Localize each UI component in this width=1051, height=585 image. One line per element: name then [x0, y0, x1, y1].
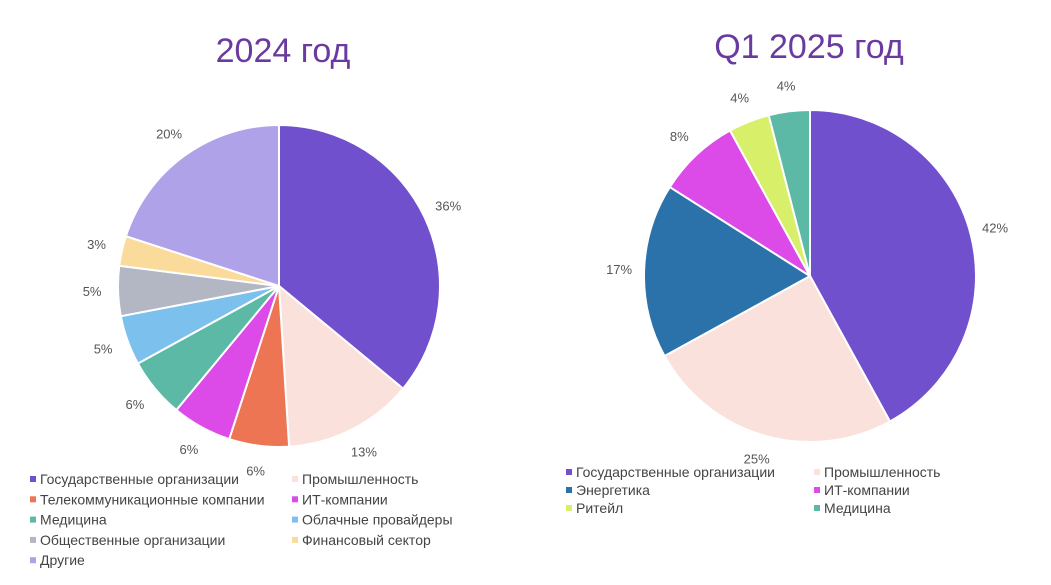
- legend-swatch-ит-компании: [292, 496, 298, 503]
- legend-label-ит-компании: ИТ-компании: [302, 491, 388, 507]
- legend-label-ит-компании: ИТ-компании: [824, 482, 910, 498]
- data-label-промышленность: 25%: [744, 451, 770, 466]
- legend-swatch-облачные-провайдеры: [292, 516, 298, 523]
- legend-label-другие: Другие: [40, 552, 85, 568]
- legend-swatch-общественные-организации: [30, 536, 36, 543]
- data-label-телекоммуникационные-компании: 6%: [246, 464, 265, 479]
- legend-swatch-ритейл: [566, 505, 572, 511]
- pie-chart-2024: 36% 13% 6% 6% 6% 5% 5% 3% 20%: [83, 124, 462, 479]
- pie-chart-q1-2025: 42% 25% 17% 8% 4% 4%: [606, 79, 1008, 467]
- legend-q1-2025: Государственные организации Промышленност…: [566, 464, 940, 516]
- legend-label-государственные-организации: Государственные организации: [40, 471, 239, 487]
- data-label-государственные-организации: 42%: [982, 221, 1008, 236]
- data-label-финансовый-сектор: 3%: [87, 237, 106, 252]
- data-label-ит-компании: 6%: [180, 442, 199, 457]
- data-label-общественные-организации: 5%: [83, 284, 102, 299]
- legend-swatch-телекоммуникационные-компании: [30, 496, 36, 503]
- legend-swatch-другие: [30, 557, 36, 564]
- data-label-медицина: 4%: [777, 79, 796, 94]
- legend-label-финансовый-сектор: Финансовый сектор: [302, 532, 431, 548]
- pie-slice-промышленность: [278, 285, 405, 448]
- legend-label-промышленность: Промышленность: [824, 464, 940, 480]
- pie-slice-промышленность: [663, 275, 891, 444]
- data-label-ит-компании: 8%: [670, 129, 689, 144]
- legend-swatch-промышленность: [814, 469, 820, 475]
- chart-title-q1-2025: Q1 2025 год: [714, 28, 904, 66]
- legend-label-общественные-организации: Общественные организации: [40, 532, 225, 548]
- legend-swatch-финансовый-сектор: [292, 536, 298, 543]
- data-label-энергетика: 17%: [606, 262, 632, 277]
- legend-2024: Государственные организации Промышленност…: [30, 471, 453, 568]
- pie-slice-другие: [124, 124, 280, 287]
- legend-swatch-государственные-организации: [566, 469, 572, 475]
- legend-label-промышленность: Промышленность: [302, 471, 418, 487]
- data-label-медицина: 6%: [126, 397, 145, 412]
- legend-label-ритейл: Ритейл: [576, 500, 623, 516]
- legend-swatch-медицина: [30, 516, 36, 523]
- data-label-государственные-организации: 36%: [435, 198, 461, 213]
- legend-label-медицина: Медицина: [824, 500, 891, 516]
- pie-slice-государственные-организации: [278, 124, 441, 390]
- legend-label-облачные-провайдеры: Облачные провайдеры: [302, 512, 453, 528]
- data-label-промышленность: 13%: [351, 445, 377, 460]
- pie-slice-государственные-организации: [809, 109, 977, 423]
- legend-label-энергетика: Энергетика: [576, 482, 650, 498]
- pie-slice-энергетика: [642, 186, 811, 357]
- legend-label-медицина: Медицина: [40, 512, 107, 528]
- legend-swatch-государственные-организации: [30, 476, 36, 482]
- legend-swatch-медицина: [814, 505, 820, 511]
- legend-swatch-энергетика: [566, 487, 572, 493]
- data-label-другие: 20%: [156, 127, 182, 142]
- legend-swatch-промышленность: [292, 476, 298, 482]
- data-label-облачные-провайдеры: 5%: [94, 341, 113, 356]
- legend-swatch-ит-компании: [814, 487, 820, 493]
- chart-title-2024: 2024 год: [216, 32, 351, 70]
- pie-slice-медицина: [767, 109, 811, 277]
- legend-label-телекоммуникационные-компании: Телекоммуникационные компании: [40, 491, 265, 507]
- legend-label-государственные-организации: Государственные организации: [576, 464, 775, 480]
- data-label-ритейл: 4%: [730, 90, 749, 105]
